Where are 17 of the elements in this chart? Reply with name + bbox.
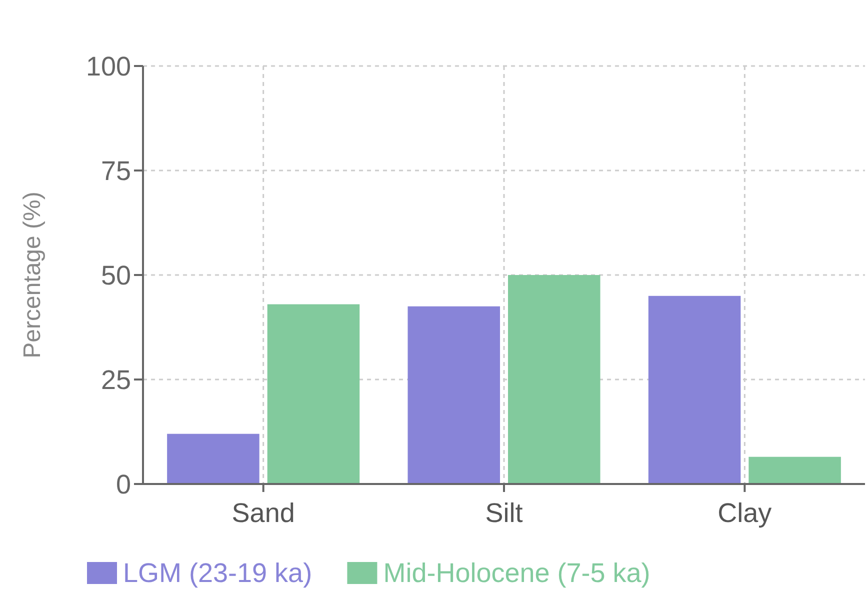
bar bbox=[748, 456, 841, 484]
bar bbox=[508, 275, 600, 484]
x-tick-label: Clay bbox=[718, 498, 772, 528]
y-tick-label: 100 bbox=[86, 51, 131, 82]
bar bbox=[167, 434, 260, 484]
x-tick-label: Silt bbox=[485, 498, 524, 528]
y-tick-label: 0 bbox=[116, 469, 131, 500]
legend-label: LGM (23-19 ka) bbox=[123, 558, 312, 588]
x-tick-label: Sand bbox=[232, 498, 295, 528]
y-axis-title: Percentage (%) bbox=[19, 192, 46, 358]
bar bbox=[648, 296, 741, 484]
bar bbox=[408, 306, 500, 484]
y-tick-label: 50 bbox=[100, 260, 131, 290]
y-tick-label: 25 bbox=[100, 364, 131, 395]
legend-label: Mid-Holocene (7-5 ka) bbox=[383, 558, 650, 588]
bar bbox=[267, 304, 360, 484]
y-tick-label: 75 bbox=[100, 156, 131, 186]
